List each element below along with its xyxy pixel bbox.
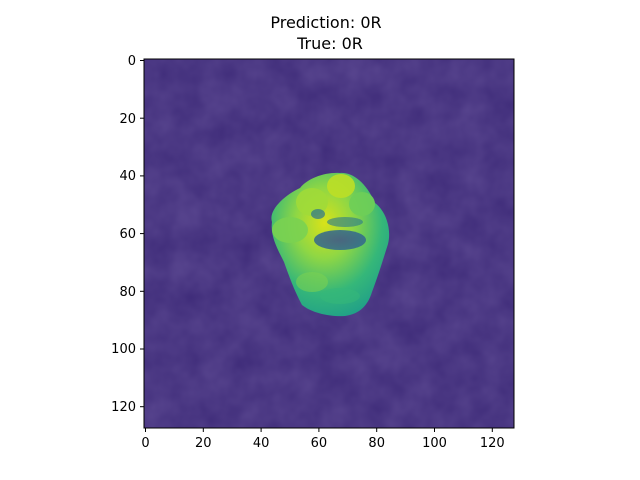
x-tick-label: 60 [311,436,328,451]
x-tick-label: 40 [253,436,270,451]
x-tick-label: 100 [422,436,447,451]
x-axis: 0 20 40 60 80 100 120 [141,428,505,451]
y-tick-label: 80 [119,285,136,300]
y-tick-label: 20 [119,112,136,127]
fist-image [271,172,390,317]
y-axis: 0 20 40 60 80 100 120 [111,54,144,415]
x-tick-label: 20 [195,436,212,451]
plot-title-line1: Prediction: 0R [270,13,381,32]
y-tick-label: 0 [128,54,136,69]
x-tick-label: 0 [141,436,149,451]
axes-frame [143,58,515,429]
x-tick-label: 80 [368,436,385,451]
y-tick-label: 60 [119,227,136,242]
plot-title-line2: True: 0R [296,34,363,53]
y-tick-label: 40 [119,169,136,184]
image-panel [144,59,514,428]
y-tick-label: 120 [111,400,136,415]
y-tick-label: 100 [111,342,136,357]
x-tick-label: 120 [480,436,505,451]
